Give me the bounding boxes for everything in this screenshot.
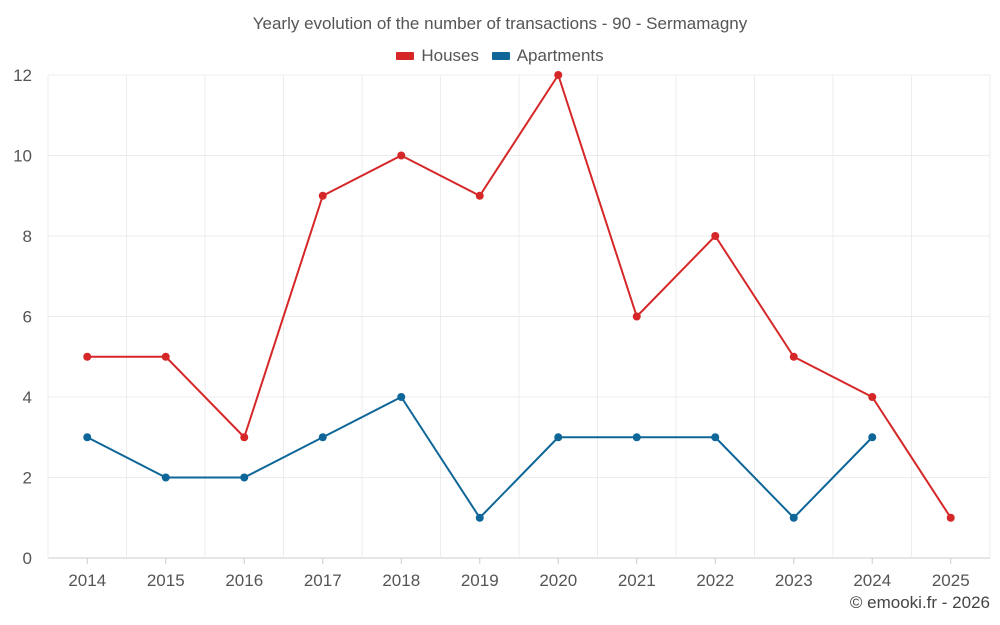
legend-label-houses: Houses bbox=[421, 46, 479, 65]
data-point-houses[interactable] bbox=[632, 312, 641, 321]
x-tick-label: 2021 bbox=[618, 571, 656, 590]
y-tick-label: 10 bbox=[13, 147, 32, 166]
data-point-houses[interactable] bbox=[554, 71, 563, 79]
x-tick-label: 2024 bbox=[853, 571, 891, 590]
x-tick-label: 2019 bbox=[461, 571, 499, 590]
y-tick-label: 6 bbox=[23, 308, 32, 327]
data-point-houses[interactable] bbox=[397, 151, 406, 160]
chart-title: Yearly evolution of the number of transa… bbox=[252, 14, 748, 33]
y-tick-label: 2 bbox=[23, 469, 32, 488]
data-point-apartments[interactable] bbox=[632, 433, 641, 442]
x-tick-label: 2015 bbox=[147, 571, 185, 590]
data-point-houses[interactable] bbox=[711, 232, 720, 240]
data-point-apartments[interactable] bbox=[475, 513, 484, 522]
legend-label-apartments: Apartments bbox=[516, 46, 604, 65]
axes: 0 2 4 6 8 10 12 2014 2015 2016 2017 2018 2019 2020 202… bbox=[13, 66, 970, 590]
legend-swatch-houses bbox=[396, 52, 415, 60]
data-point-houses[interactable] bbox=[318, 191, 327, 200]
data-point-houses[interactable] bbox=[83, 352, 92, 361]
data-point-apartments[interactable] bbox=[83, 433, 92, 442]
data-point-houses[interactable] bbox=[946, 513, 955, 522]
y-tick-label: 4 bbox=[23, 388, 32, 407]
y-tick-label: 8 bbox=[23, 227, 32, 246]
legend: Houses Apartments bbox=[0, 45, 1000, 66]
credit: © emooki.fr - 2026 bbox=[849, 593, 990, 612]
grid bbox=[47, 74, 991, 559]
data-point-apartments[interactable] bbox=[711, 433, 720, 442]
x-tick-label: 2017 bbox=[304, 571, 342, 590]
data-point-apartments[interactable] bbox=[554, 433, 563, 442]
x-tick-label: 2022 bbox=[696, 571, 734, 590]
data-point-apartments[interactable] bbox=[318, 433, 327, 442]
data-point-houses[interactable] bbox=[475, 191, 484, 200]
data-point-apartments[interactable] bbox=[161, 473, 170, 482]
legend-item-apartments[interactable]: Apartments bbox=[491, 46, 604, 66]
series bbox=[83, 71, 955, 522]
x-tick-label: 2016 bbox=[225, 571, 263, 590]
legend-swatch-apartments bbox=[491, 52, 510, 60]
data-point-apartments[interactable] bbox=[789, 513, 798, 522]
x-tick-label: 2020 bbox=[539, 571, 577, 590]
y-tick-label: 12 bbox=[13, 66, 32, 85]
data-point-houses[interactable] bbox=[240, 433, 249, 442]
data-point-apartments[interactable] bbox=[397, 393, 406, 401]
data-point-apartments[interactable] bbox=[240, 473, 249, 482]
y-tick-label: 0 bbox=[23, 549, 32, 568]
series-line-houses bbox=[87, 74, 952, 519]
x-tick-label: 2023 bbox=[775, 571, 813, 590]
x-tick-label: 2018 bbox=[382, 571, 420, 590]
x-tick-label: 2014 bbox=[68, 571, 106, 590]
data-point-houses[interactable] bbox=[868, 393, 877, 401]
x-tick-label: 2025 bbox=[932, 571, 970, 590]
legend-item-houses[interactable]: Houses bbox=[396, 46, 479, 66]
data-point-houses[interactable] bbox=[789, 352, 798, 361]
data-point-apartments[interactable] bbox=[868, 433, 877, 442]
data-point-houses[interactable] bbox=[161, 352, 170, 361]
